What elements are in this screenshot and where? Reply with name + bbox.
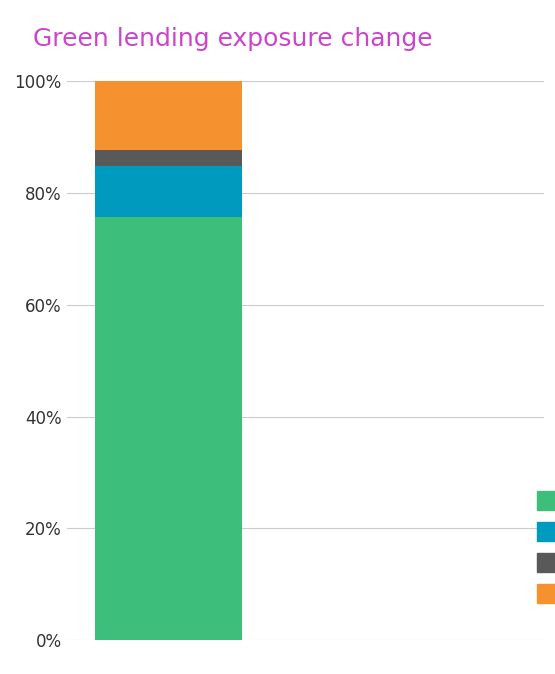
- Bar: [95, 218, 242, 640]
- Bar: [95, 150, 242, 166]
- Text: Green lending exposure change: Green lending exposure change: [33, 27, 433, 51]
- Legend: Increase 75.6%, No change 9.2%, Decrease 2.8%, Unsure 12.4%: Increase 75.6%, No change 9.2%, Decrease…: [531, 484, 555, 609]
- Bar: [95, 81, 242, 150]
- Bar: [95, 166, 242, 218]
